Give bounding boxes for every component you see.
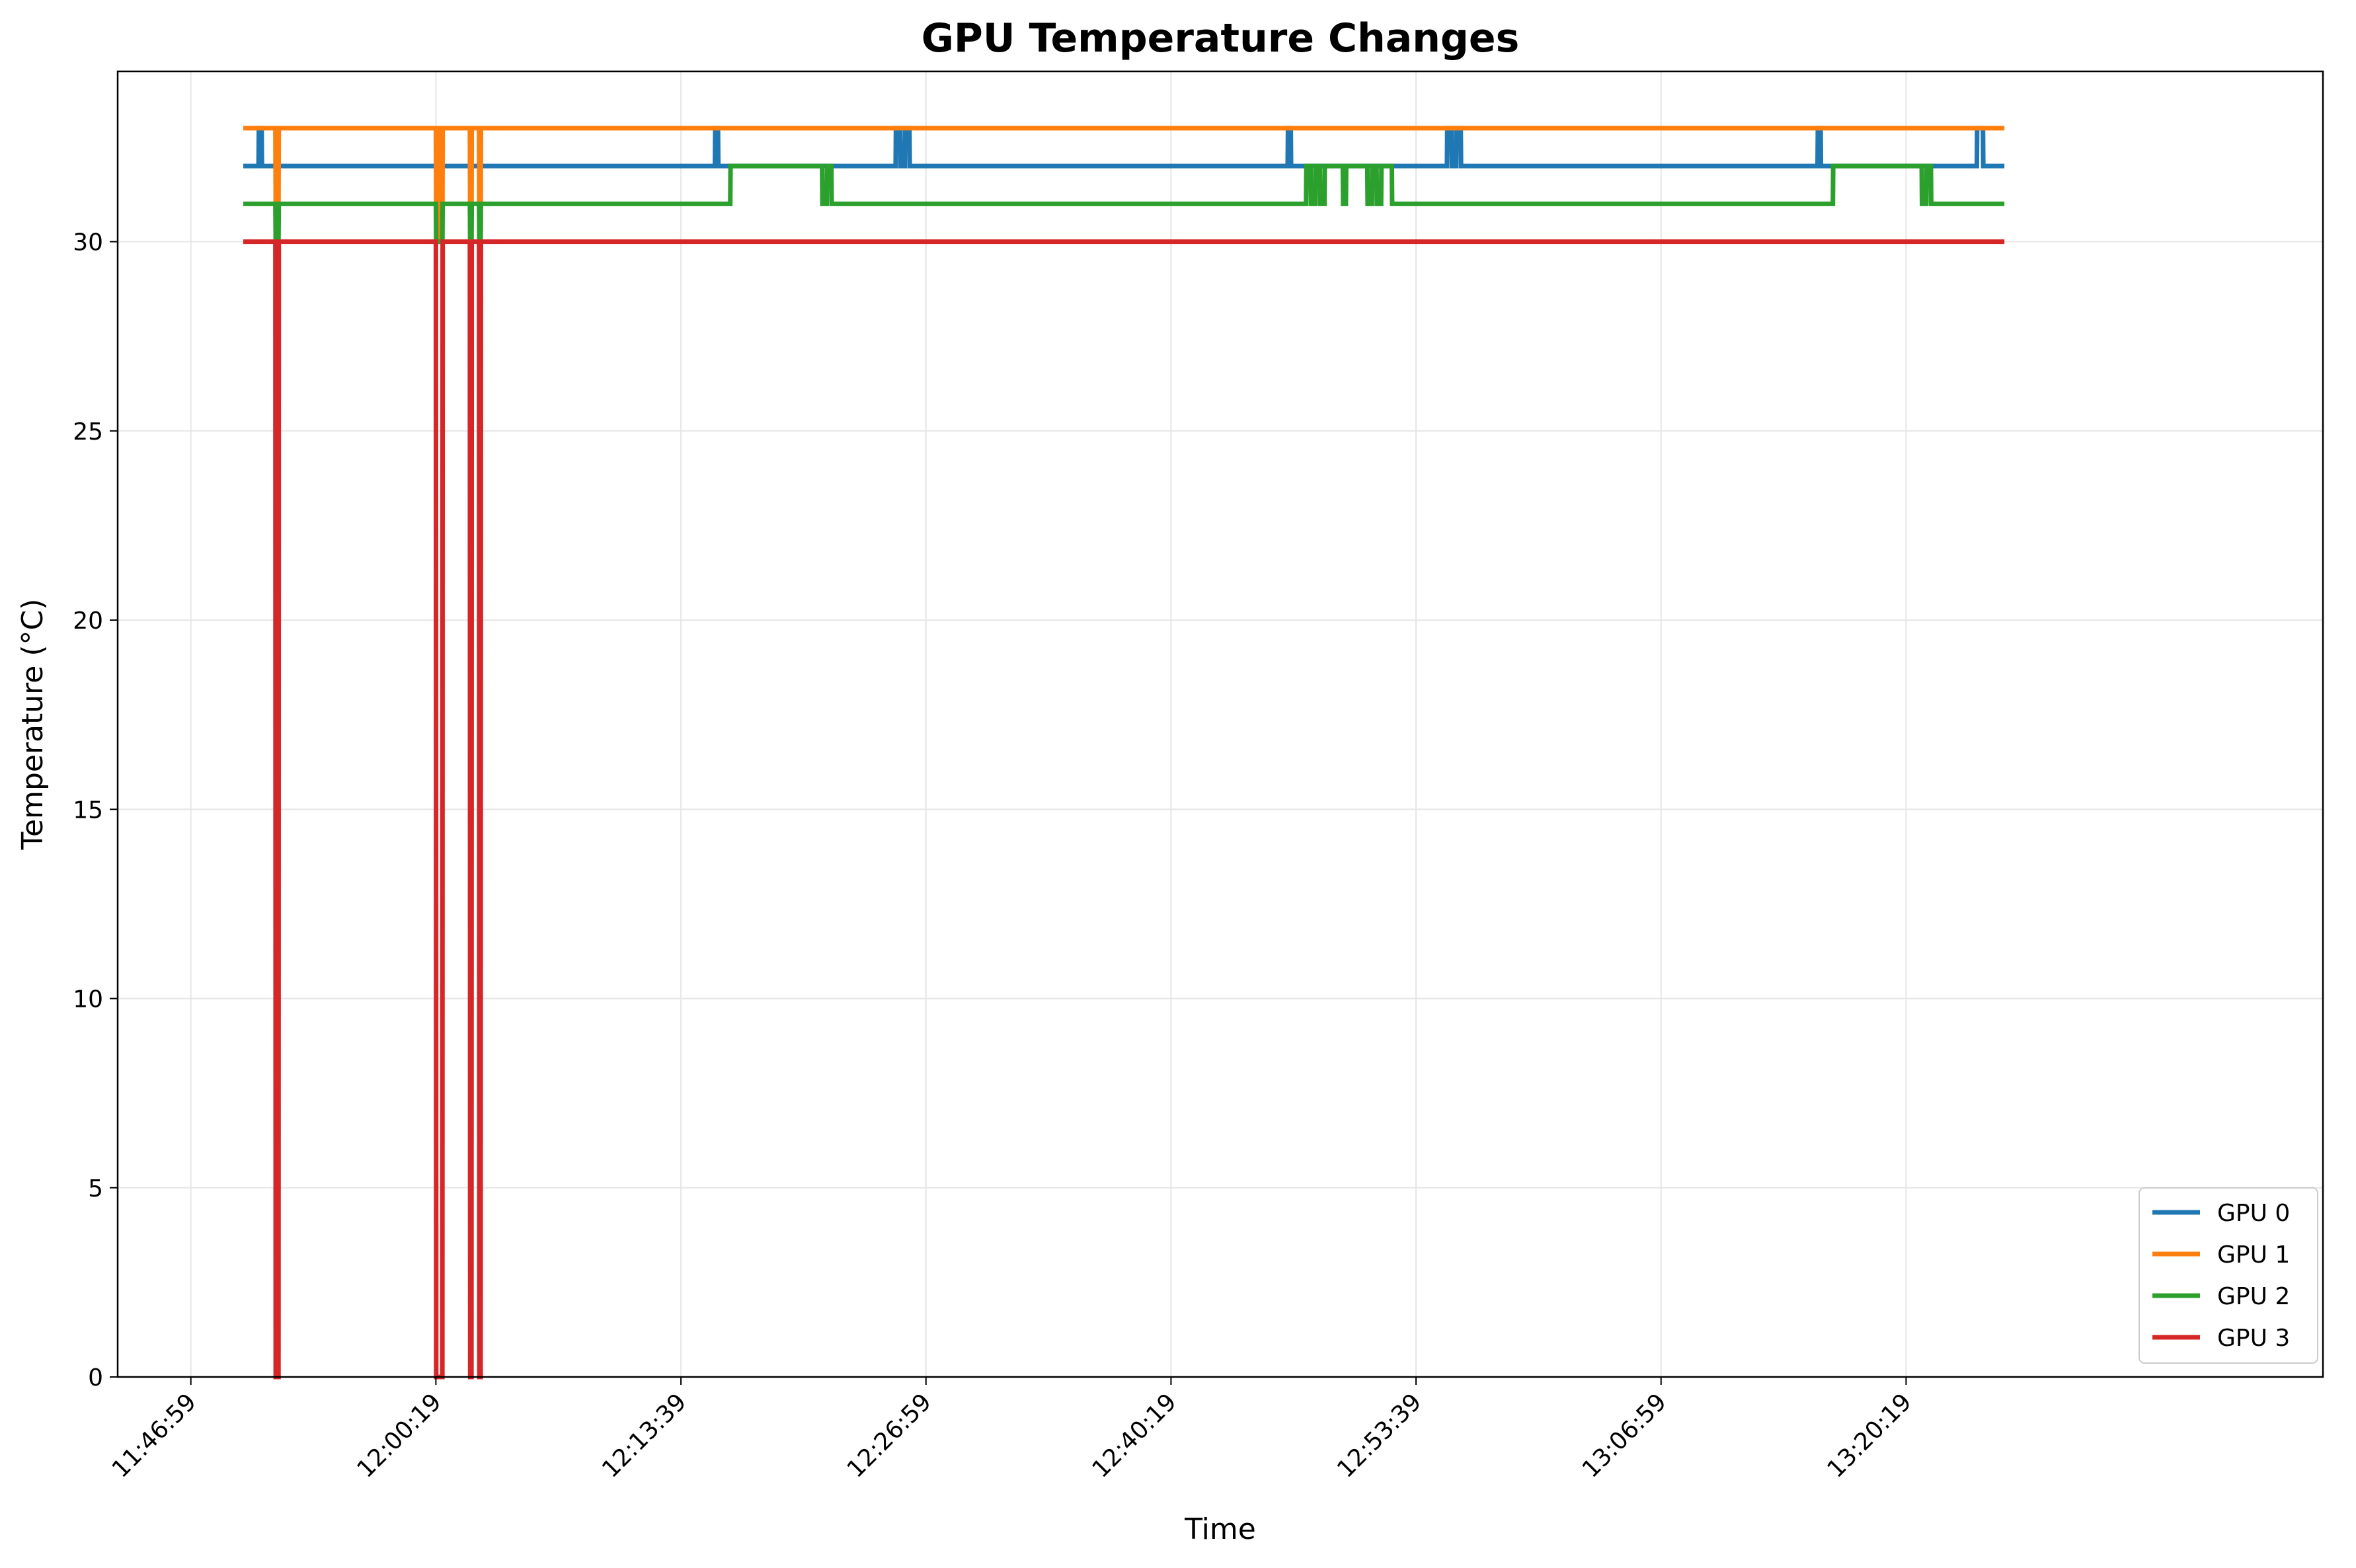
- legend-label: GPU 3: [2217, 1325, 2290, 1352]
- legend-label: GPU 2: [2217, 1283, 2290, 1310]
- legend-box: [2139, 1187, 2318, 1364]
- y-tick-label: 10: [73, 986, 103, 1013]
- chart-title: GPU Temperature Changes: [922, 15, 1520, 61]
- y-tick-label: 15: [73, 797, 103, 824]
- y-tick-label: 30: [73, 229, 103, 256]
- x-axis-label: Time: [1184, 1512, 1256, 1546]
- y-tick-label: 5: [88, 1175, 103, 1202]
- y-tick-label: 20: [73, 608, 103, 635]
- legend: GPU 0 GPU 1 GPU 2 GPU 3: [2139, 1187, 2318, 1364]
- y-axis-label: Temperature (°C): [16, 599, 50, 851]
- legend-label: GPU 1: [2217, 1241, 2290, 1269]
- y-tick-label: 0: [88, 1364, 103, 1392]
- y-tick-label: 25: [73, 418, 103, 446]
- grid-lines: [118, 71, 2323, 1378]
- series-line-gpu-2: [243, 163, 2005, 245]
- plot-frame: [116, 70, 2324, 1378]
- legend-label: GPU 0: [2217, 1200, 2290, 1227]
